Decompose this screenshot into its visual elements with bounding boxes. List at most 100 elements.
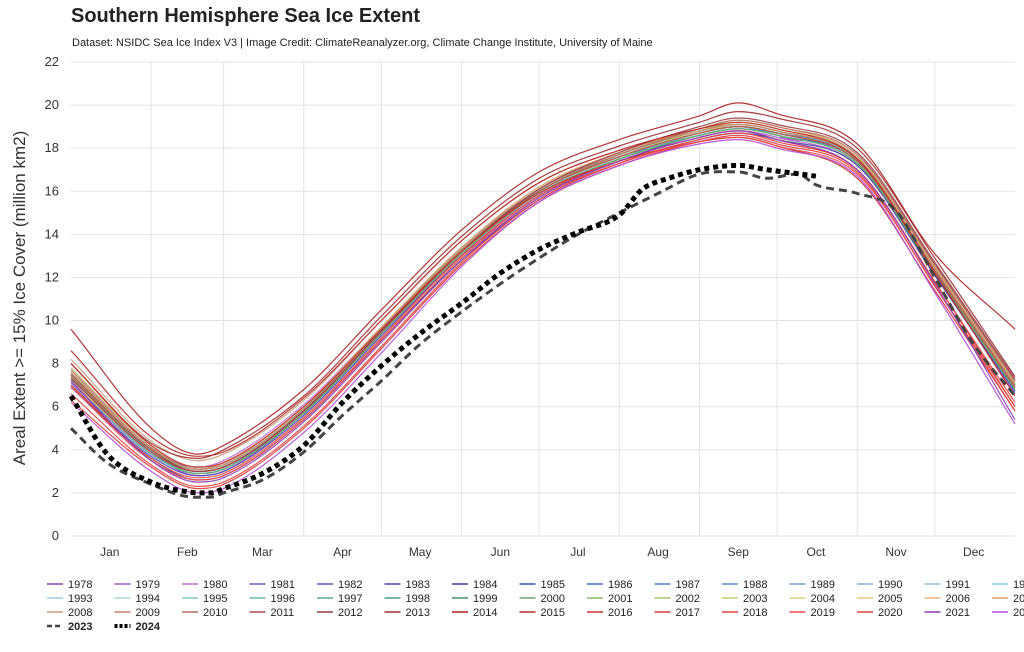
- legend-item-2007: 2007: [992, 593, 1024, 605]
- y-axis-label: Areal Extent >= 15% Ice Cover (million k…: [10, 131, 29, 465]
- legend-label: 1992: [1013, 579, 1024, 591]
- y-tick-label: 18: [45, 140, 59, 155]
- x-tick-label: Mar: [252, 545, 273, 559]
- series-line-2016: [70, 136, 1016, 468]
- series-line-2007: [70, 119, 1016, 470]
- legend-label: 1993: [68, 593, 92, 605]
- legend-item-2016: 2016: [587, 607, 632, 619]
- y-tick-label: 22: [45, 54, 59, 69]
- y-tick-label: 8: [52, 356, 59, 371]
- x-tick-label: Oct: [807, 545, 826, 559]
- legend-label: 1982: [338, 579, 362, 591]
- legend-label: 2023: [68, 621, 92, 633]
- legend-label: 2019: [811, 607, 835, 619]
- legend-item-2003: 2003: [722, 593, 767, 605]
- x-tick-label: Sep: [728, 545, 750, 559]
- legend-item-2021: 2021: [924, 607, 970, 619]
- legend-item-2004: 2004: [789, 593, 835, 605]
- legend-label: 1999: [473, 593, 497, 605]
- legend-item-1999: 1999: [452, 593, 497, 605]
- legend-label: 1996: [271, 593, 295, 605]
- series-line-2011: [70, 125, 1016, 473]
- legend-label: 2018: [743, 607, 767, 619]
- legend-label: 1998: [406, 593, 430, 605]
- y-tick-label: 6: [52, 399, 59, 414]
- legend-item-2012: 2012: [317, 607, 362, 619]
- y-tick-label: 10: [45, 313, 59, 328]
- legend-item-1990: 1990: [857, 579, 902, 591]
- legend-item-2018: 2018: [722, 607, 767, 619]
- y-tick-label: 14: [45, 226, 59, 241]
- legend-item-2017: 2017: [654, 607, 700, 619]
- legend-item-1992: 1992: [992, 579, 1024, 591]
- series-line-2014: [70, 102, 1016, 455]
- legend-item-2019: 2019: [789, 607, 835, 619]
- legend-item-1994: 1994: [114, 593, 160, 605]
- legend-label: 1981: [271, 579, 295, 591]
- series-line-2010: [70, 119, 1016, 473]
- legend-label: 2020: [878, 607, 902, 619]
- y-tick-label: 12: [45, 269, 59, 284]
- legend-label: 2007: [1013, 593, 1024, 605]
- legend-label: 2016: [608, 607, 632, 619]
- legend-item-2013: 2013: [384, 607, 430, 619]
- chart-subtitle: Dataset: NSIDC Sea Ice Index V3 | Image …: [72, 37, 653, 49]
- legend-item-1978: 1978: [47, 579, 92, 591]
- legend-item-1982: 1982: [317, 579, 362, 591]
- legend-item-1981: 1981: [249, 579, 295, 591]
- legend-label: 1985: [541, 579, 565, 591]
- series-layer: [68, 102, 1017, 499]
- legend-item-1984: 1984: [452, 579, 497, 591]
- series-line-2021: [70, 130, 1016, 483]
- axis-layer: 0 2 4 6 8 10 12 14 16 18 20 22 Jan Feb Mar Apr May Jun Jul…: [45, 54, 985, 559]
- legend-item-2015: 2015: [519, 607, 565, 619]
- legend-item-1995: 1995: [182, 593, 227, 605]
- legend-item-1991: 1991: [924, 579, 970, 591]
- legend-label: 2004: [811, 593, 835, 605]
- legend-item-2014: 2014: [452, 607, 497, 619]
- legend-label: 2015: [541, 607, 565, 619]
- legend-label: 2011: [271, 607, 295, 619]
- legend-label: 1988: [743, 579, 767, 591]
- legend-item-2008: 2008: [47, 607, 92, 619]
- legend-label: 1995: [203, 593, 227, 605]
- x-tick-label: Feb: [177, 545, 198, 559]
- x-tick-label: Aug: [647, 545, 668, 559]
- legend-label: 1986: [608, 579, 632, 591]
- y-tick-label: 2: [52, 485, 59, 500]
- legend-item-1983: 1983: [384, 579, 430, 591]
- chart-title: Southern Hemisphere Sea Ice Extent: [71, 5, 421, 27]
- legend-label: 2009: [136, 607, 160, 619]
- series-line-2012: [70, 117, 1016, 473]
- legend: 1978 1979 1980 1981 1982 1983 1984 1985 1986 1987…: [47, 579, 1024, 633]
- legend-item-2009: 2009: [114, 607, 160, 619]
- x-tick-label: May: [409, 545, 432, 559]
- legend-label: 1989: [811, 579, 835, 591]
- legend-label: 2008: [68, 607, 92, 619]
- legend-label: 1990: [878, 579, 902, 591]
- y-tick-label: 16: [45, 183, 59, 198]
- legend-label: 2006: [946, 593, 970, 605]
- y-tick-label: 0: [52, 528, 59, 543]
- legend-label: 2013: [406, 607, 430, 619]
- legend-item-2020: 2020: [857, 607, 902, 619]
- legend-label: 2000: [541, 593, 565, 605]
- series-line-2024: [68, 162, 817, 496]
- y-tick-label: 20: [45, 97, 59, 112]
- legend-item-2010: 2010: [182, 607, 227, 619]
- x-tick-label: Apr: [333, 545, 352, 559]
- legend-item-1987: 1987: [654, 579, 700, 591]
- legend-item-2001: 2001: [587, 593, 632, 605]
- legend-item-1979: 1979: [114, 579, 160, 591]
- legend-label: 1978: [68, 579, 92, 591]
- legend-label: 2002: [676, 593, 700, 605]
- x-tick-label: Jun: [491, 545, 510, 559]
- legend-label: 2005: [878, 593, 902, 605]
- legend-label: 1980: [203, 579, 227, 591]
- legend-label: 1979: [136, 579, 160, 591]
- x-tick-label: Nov: [885, 545, 906, 559]
- x-tick-label: Jul: [570, 545, 585, 559]
- legend-label: 2001: [608, 593, 632, 605]
